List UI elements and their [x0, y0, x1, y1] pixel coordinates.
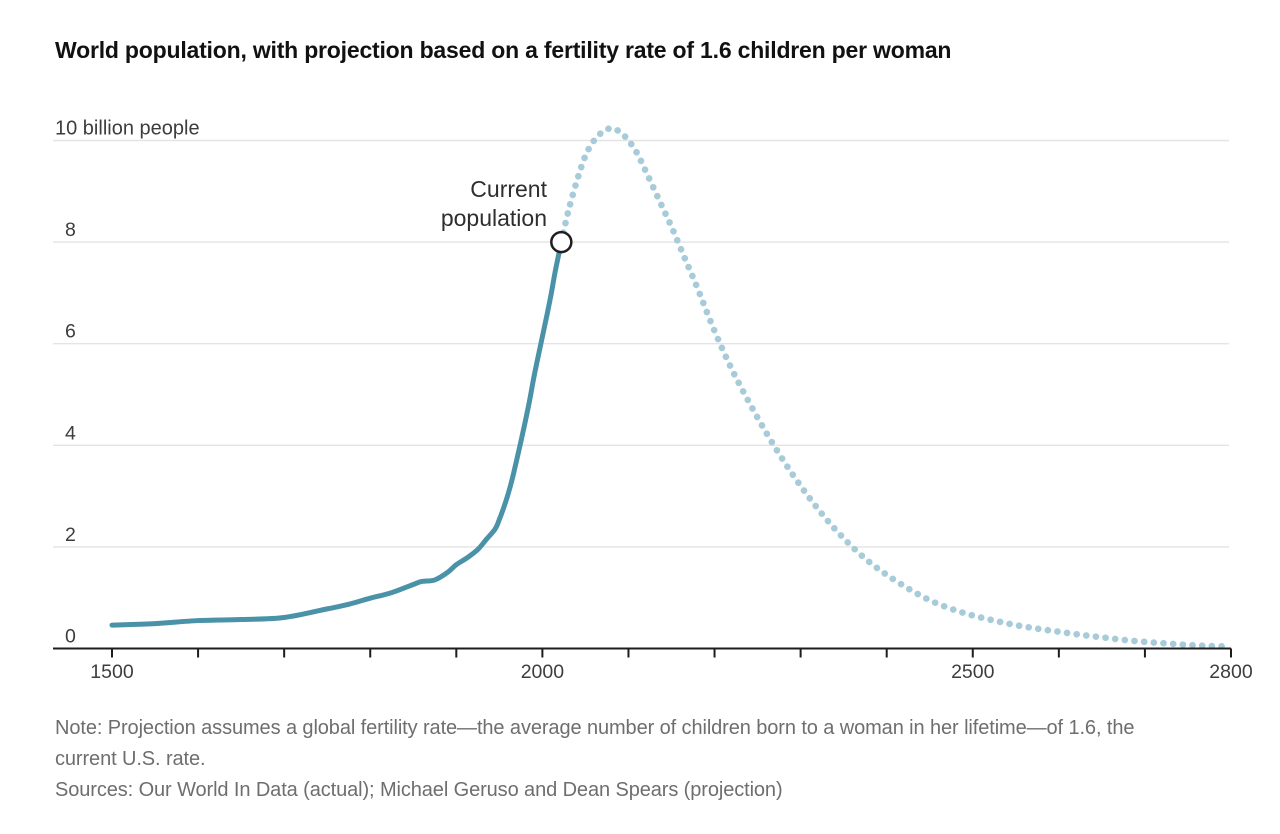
y-label-4: 4: [65, 422, 76, 444]
x-axis-ticks: [111, 648, 1232, 658]
current-population-marker: [550, 230, 573, 254]
actual-line: [109, 239, 564, 628]
x-label-2000: 2000: [521, 661, 565, 683]
page-title: World population, with projection based …: [55, 37, 952, 63]
note-line-2: current U.S. rate.: [55, 748, 206, 770]
x-label-2800: 2800: [1209, 661, 1253, 683]
x-label-1500: 1500: [90, 661, 134, 683]
y-label-2: 2: [65, 524, 76, 546]
annotation-current-line2: population: [441, 205, 547, 231]
y-label-8: 8: [65, 219, 76, 241]
annotation-current-line1: Current: [470, 176, 547, 202]
actual-line-group: [109, 239, 564, 628]
y-axis-unit-label: 10 billion people: [55, 118, 200, 140]
footnotes: Note: Projection assumes a global fertil…: [55, 713, 1235, 806]
x-axis-labels: 1500 2000 2500 2800: [90, 661, 1253, 683]
y-label-0: 0: [65, 626, 76, 648]
gridlines: [53, 139, 1229, 548]
projection-dotted-line-group: [558, 125, 1235, 650]
sources-line: Sources: Our World In Data (actual); Mic…: [55, 779, 783, 801]
y-axis-labels: 0 2 4 6 8: [65, 219, 76, 647]
note-line-1: Note: Projection assumes a global fertil…: [55, 717, 1135, 739]
y-label-6: 6: [65, 321, 76, 343]
projection-dotted-line: [558, 125, 1235, 650]
x-label-2500: 2500: [951, 661, 995, 683]
